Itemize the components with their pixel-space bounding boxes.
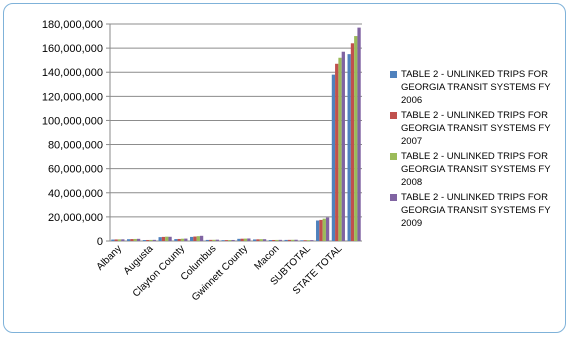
y-tick-label: 40,000,000 (48, 188, 103, 200)
bar (152, 239, 156, 241)
bar (146, 239, 150, 241)
bar (268, 240, 273, 241)
x-tick-label: Macon (252, 243, 281, 272)
bar (196, 236, 200, 241)
bar (215, 239, 219, 241)
y-tick-label: 80,000,000 (48, 140, 103, 152)
legend-item: TABLE 2 - UNLINKED TRIPS FOR GEORGIA TRA… (390, 150, 566, 189)
bar (335, 63, 339, 242)
bar (306, 240, 311, 241)
bar (221, 240, 225, 241)
legend-swatch (390, 112, 397, 119)
bar (184, 238, 188, 241)
y-tick-label: 0 (97, 236, 103, 248)
y-tick-label: 20,000,000 (48, 212, 103, 224)
y-tick-label: 60,000,000 (48, 164, 103, 176)
bar (253, 239, 257, 241)
y-tick-label: 120,000,000 (42, 91, 103, 103)
bar (294, 239, 298, 241)
bar (231, 239, 235, 241)
bar (199, 235, 204, 241)
bar (209, 239, 213, 241)
bar (111, 239, 115, 241)
bar (331, 74, 336, 241)
bar (357, 27, 361, 241)
bar (205, 239, 210, 241)
legend-label: TABLE 2 - UNLINKED TRIPS FOR GEORGIA TRA… (401, 192, 551, 229)
bar (168, 236, 172, 241)
bar (121, 239, 125, 241)
bar (325, 217, 330, 241)
legend-swatch (390, 71, 397, 78)
bar (133, 238, 137, 241)
bar (158, 237, 162, 241)
bar (142, 240, 147, 241)
bar (316, 220, 320, 241)
legend-label: TABLE 2 - UNLINKED TRIPS FOR GEORGIA TRA… (401, 69, 551, 106)
legend-label: TABLE 2 - UNLINKED TRIPS FOR GEORGIA TRA… (401, 151, 551, 188)
bar (256, 239, 260, 241)
bar (212, 239, 216, 241)
legend-item: TABLE 2 - UNLINKED TRIPS FOR GEORGIA TRA… (390, 109, 566, 148)
bar (341, 51, 345, 241)
bar (190, 236, 194, 241)
bar (350, 43, 355, 242)
bar (240, 238, 244, 241)
bar (287, 239, 292, 241)
bar (300, 240, 304, 242)
bar (319, 219, 323, 241)
bar (149, 239, 153, 241)
bar (193, 236, 197, 241)
bar (310, 240, 314, 241)
bar (275, 239, 279, 241)
legend-swatch (390, 194, 397, 201)
bar (243, 238, 248, 241)
x-tick-label: Gwinnett County (190, 243, 250, 303)
bar (130, 239, 134, 241)
bar (278, 239, 282, 241)
bar (354, 36, 358, 241)
bar (259, 239, 263, 241)
bar (237, 238, 241, 241)
chart-frame (3, 3, 566, 333)
bar (284, 239, 288, 241)
bar (303, 240, 307, 242)
chart-legend: TABLE 2 - UNLINKED TRIPS FOR GEORGIA TRA… (390, 68, 566, 232)
bar (136, 238, 141, 241)
legend-item: TABLE 2 - UNLINKED TRIPS FOR GEORGIA TRA… (390, 68, 566, 107)
bar (228, 240, 232, 241)
bar (177, 238, 181, 241)
bar (338, 57, 342, 241)
legend-item: TABLE 2 - UNLINKED TRIPS FOR GEORGIA TRA… (390, 191, 566, 230)
bar (247, 238, 251, 241)
y-tick-label: 100,000,000 (42, 115, 103, 127)
bar (114, 239, 118, 241)
bar (272, 239, 276, 241)
y-tick-label: 180,000,000 (42, 19, 103, 31)
bar (161, 236, 166, 241)
bar (224, 240, 229, 241)
legend-swatch (390, 153, 397, 160)
bar (180, 238, 185, 241)
bar (174, 239, 178, 241)
y-tick-label: 140,000,000 (42, 67, 103, 79)
y-tick-label: 160,000,000 (42, 43, 103, 55)
bar (262, 239, 267, 241)
bar (117, 239, 122, 241)
bar (291, 239, 295, 241)
bar (165, 236, 169, 241)
bar (127, 239, 131, 241)
bar (322, 218, 326, 241)
bar (347, 54, 351, 242)
legend-label: TABLE 2 - UNLINKED TRIPS FOR GEORGIA TRA… (401, 110, 551, 147)
